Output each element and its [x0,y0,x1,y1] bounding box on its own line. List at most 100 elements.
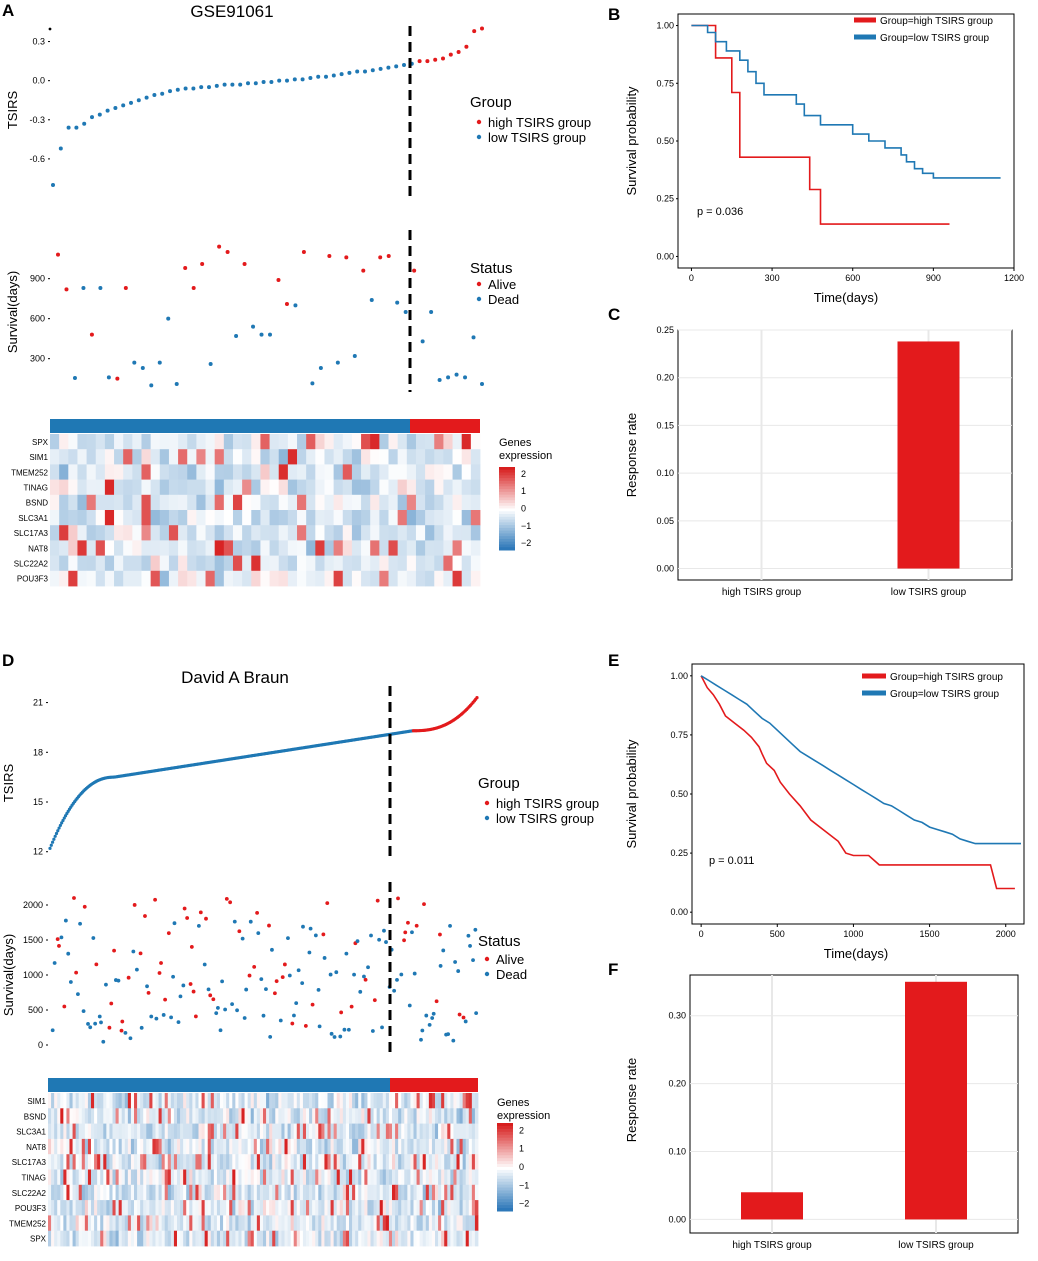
heatmap-cell [443,540,453,556]
heatmap-cell [186,1169,190,1186]
heatmap-cell [382,1200,387,1216]
heatmap-cell [134,1138,138,1155]
heatmap-cell [373,1123,378,1140]
panel-d-group-legend-title: Group [478,775,520,792]
heatmap-cell [187,510,197,526]
heatmap-cell [456,1215,460,1232]
heatmap-cell [306,1184,310,1201]
heatmap-cell [186,1123,190,1140]
heatmap-cell [51,1230,55,1247]
heatmap-cell [284,1123,288,1140]
heatmap-cell [57,1093,61,1109]
heatmap-cell [370,464,380,480]
heatmap-cell [91,1230,95,1247]
heatmap-cell [51,1093,55,1109]
heatmap-cell [115,1108,120,1124]
heatmap-cell [132,510,142,526]
heatmap-cell [306,494,316,511]
heatmap-cell [263,1123,267,1140]
heatmap-cell [351,494,362,511]
heatmap-cell [462,1108,467,1124]
survival-point [169,1015,174,1020]
heatmap-cell [462,1230,467,1247]
heatmap-cell [87,1169,92,1186]
survival-point [329,1031,334,1036]
y-tick-label: 0.25 [656,194,674,204]
heatmap-cell [361,1169,365,1186]
heatmap-cell [244,1108,249,1124]
heatmap-cell [77,570,87,587]
heatmap-cell [468,1215,473,1232]
heatmap-cell [132,540,142,556]
heatmap-cell [367,1123,371,1140]
heatmap-cell [63,1169,67,1186]
heatmap-cell [373,1230,378,1247]
heatmap-cell [444,1200,448,1216]
heatmap-cell [192,1215,196,1232]
heatmap-cell [364,1108,368,1124]
heatmap-cell [342,1154,347,1170]
heatmap-cell [137,1108,141,1124]
survival-point [466,933,471,938]
heatmap-cell [272,1169,276,1186]
heatmap-cell [324,479,335,496]
heatmap-cell [183,1093,187,1109]
heatmap-cell [97,1108,101,1124]
heatmap-cell [339,1215,344,1232]
survival-point [240,936,245,941]
heatmap-cell [406,464,417,480]
heatmap-cell [336,1184,341,1201]
survival-point [157,360,162,365]
survival-point [310,381,315,386]
risk-point [152,93,157,98]
heatmap-cell [388,1123,393,1140]
risk-point [48,846,52,851]
heatmap-cell [250,1154,255,1170]
heatmap-cell [388,479,399,496]
heatmap-cell [60,1184,64,1201]
heatmap-cell [223,570,234,587]
y-tick-label: 0.10 [668,1147,686,1157]
heatmap-cell [180,1138,184,1155]
heatmap-cell [278,555,289,572]
heatmap-cell [266,1200,270,1216]
heatmap-cell [470,570,481,587]
heatmap-cell [425,494,435,511]
survival-point [93,1021,98,1026]
heatmap-cell [299,1215,304,1232]
risk-point [56,829,60,833]
color-scale-segment [499,505,515,509]
heatmap-cell [253,1184,258,1201]
heatmap-cell [296,1169,301,1186]
heatmap-cell [177,1215,181,1232]
survival-point [474,1011,479,1015]
heatmap-cell [361,479,371,496]
heatmap-cell [428,1108,433,1124]
heatmap-cell [401,1169,405,1186]
heatmap-cell [361,525,371,541]
heatmap-cell [406,570,417,587]
risk-point [136,98,141,103]
heatmap-cell [367,1184,371,1201]
heatmap-cell [306,555,316,572]
heatmap-cell [158,1154,163,1170]
heatmap-cell [223,1123,227,1140]
heatmap-cell [121,1154,126,1170]
heatmap-cell [275,1184,279,1201]
heatmap-cell [312,1138,316,1155]
heatmap-cell [155,1154,159,1170]
heatmap-cell [201,1184,206,1201]
heatmap-cell [302,1169,307,1186]
heatmap-cell [435,1215,439,1232]
heatmap-cell [114,434,124,450]
survival-point [235,1008,239,1013]
heatmap-cell [306,449,316,465]
heatmap-cell [201,1215,206,1232]
heatmap-cell [146,1154,150,1170]
heatmap-cell [104,555,115,572]
heatmap-cell [422,1154,427,1170]
heatmap-cell [413,1108,417,1124]
heatmap-cell [195,1169,199,1186]
heatmap-cell [370,1215,374,1232]
heatmap-cell [242,555,252,572]
